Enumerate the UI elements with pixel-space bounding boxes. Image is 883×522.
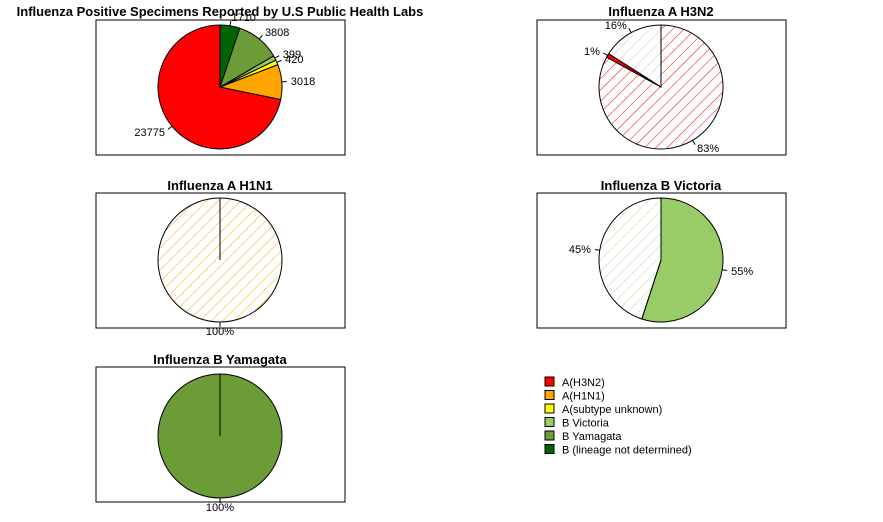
- slice-label-tick: [603, 52, 608, 56]
- slice-label-tick: [276, 59, 282, 63]
- slice-label-tick: [167, 125, 173, 130]
- legend-swatch-b-lineage-not-determined: [544, 444, 555, 454]
- slice-label-tick: [692, 140, 696, 145]
- plot-frame-h3n2: [536, 19, 787, 156]
- legend-label-b-lineage-not-determined: B (lineage not determined): [562, 445, 692, 457]
- legend-swatch-b-yamagata: [544, 430, 555, 441]
- slice-value-label: 23775: [134, 127, 165, 139]
- chart-title-victoria: Influenza B Victoria: [601, 178, 722, 193]
- slice-label-tick: [628, 28, 632, 33]
- pie-h3n2: 83% 1% 16%: [584, 20, 724, 155]
- legend-swatch-a-subtype-unknown: [544, 403, 555, 414]
- legend-label-b-victoria: B Victoria: [562, 418, 610, 430]
- slice-value-label: 1%: [584, 46, 600, 58]
- legend-swatch-b-victoria: [544, 417, 555, 427]
- legend-label-a-h1n1: A(H1N1): [562, 391, 605, 403]
- chart-title-yamagata: Influenza B Yamagata: [153, 352, 287, 367]
- chart-title-h1n1: Influenza A H1N1: [167, 178, 272, 193]
- slice-value-label: 55%: [731, 266, 753, 278]
- pie-yamagata: 100%: [157, 373, 283, 514]
- slice-value-label: 16%: [605, 20, 627, 32]
- chart-title-overall: Influenza Positive Specimens Reported by…: [17, 4, 424, 19]
- slice-value-label: 399: [283, 49, 301, 61]
- legend: A(H3N2) A(H1N1)A(subtype unknown) B Victor…: [544, 376, 692, 457]
- slice-label-tick: [229, 20, 232, 26]
- slice-value-label: 100%: [206, 326, 234, 338]
- panel-yamagata: Influenza B Yamagata 100%: [95, 352, 346, 514]
- panel-overall: Influenza Positive Specimens Reported by…: [17, 4, 424, 156]
- legend-label-b-yamagata: B Yamagata: [562, 431, 622, 443]
- plot-frame-h1n1: [95, 192, 346, 329]
- legend-label-a-h3n2: A(H3N2): [562, 377, 605, 389]
- pie-slice-b-victoria-45: [598, 197, 662, 320]
- slice-label-tick: [258, 34, 263, 40]
- pie-h1n1: 100%: [157, 197, 283, 338]
- legend-swatch-a-h3n2: [544, 376, 555, 387]
- slice-label-tick: [274, 55, 280, 59]
- slice-value-label: 83%: [697, 143, 719, 155]
- slice-value-label: 3808: [265, 27, 289, 39]
- panel-h3n2: Influenza A H3N2 83% 1% 16%: [536, 4, 787, 156]
- pie-slice-b-victoria-55: [641, 197, 724, 323]
- plot-frame-overall: [95, 19, 346, 156]
- slice-value-label: 420: [285, 54, 303, 66]
- legend-swatch-a-h1n1: [544, 390, 555, 400]
- slice-value-label: 100%: [206, 502, 234, 514]
- slice-value-label: 3018: [291, 76, 315, 88]
- slice-label-tick: [722, 269, 728, 271]
- slice-label-tick: [594, 249, 600, 251]
- pie-victoria: 55% 45%: [569, 197, 753, 323]
- chart-title-h3n2: Influenza A H3N2: [608, 4, 713, 19]
- panel-victoria: Influenza B Victoria 55% 45%: [536, 178, 787, 329]
- legend-label-a-subtype-unknown: A(subtype unknown): [562, 404, 662, 416]
- pie-slice-b-lineage-not-determined: [219, 24, 241, 88]
- plot-frame-victoria: [536, 192, 787, 329]
- panel-h1n1: Influenza A H1N1 100%: [95, 178, 346, 338]
- slice-value-label: 45%: [569, 244, 591, 256]
- slice-value-label: 1710: [231, 12, 255, 24]
